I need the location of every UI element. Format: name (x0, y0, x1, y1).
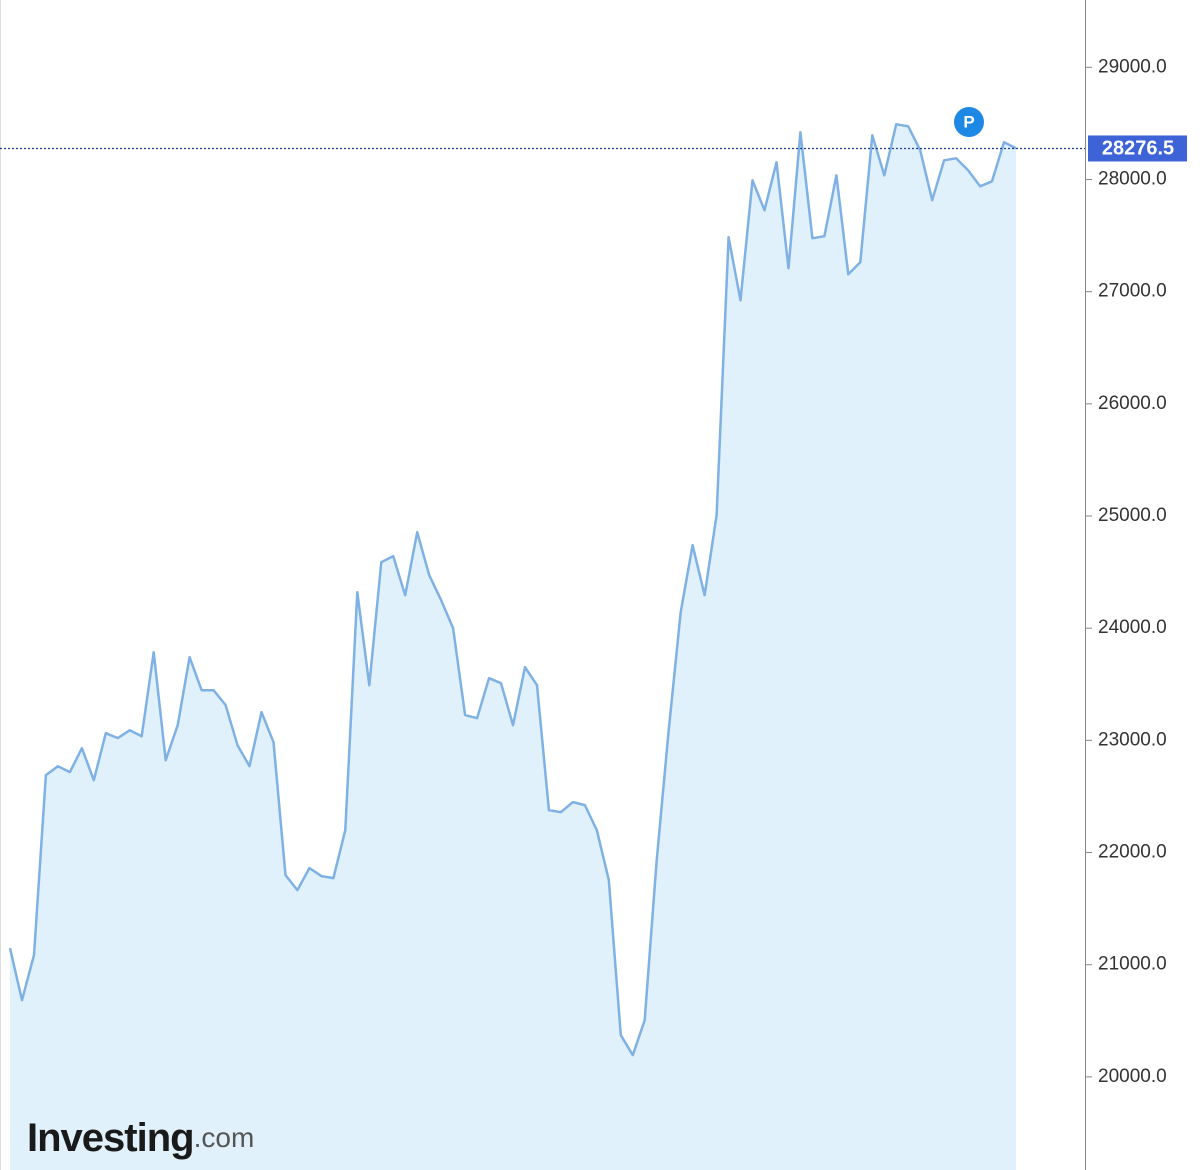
y-tick-label: 24000.0 (1098, 617, 1167, 638)
y-tick-label: 27000.0 (1098, 281, 1167, 302)
y-tick-label: 28000.0 (1098, 168, 1167, 189)
logo-suffix: .com (194, 1122, 255, 1153)
area-fill (10, 124, 1016, 1170)
y-tick-label: 29000.0 (1098, 56, 1167, 77)
marker-label: P (963, 112, 974, 131)
logo-name: Investing (27, 1116, 194, 1160)
y-tick-label: 25000.0 (1098, 505, 1167, 526)
last-price-box (1088, 135, 1187, 162)
marker-icon (954, 107, 984, 137)
y-tick-label: 26000.0 (1098, 393, 1167, 414)
price-line (8, 123, 1017, 1057)
y-tick-label: 21000.0 (1098, 954, 1167, 975)
logo: Investing.com (27, 1116, 254, 1160)
y-tick-label: 23000.0 (1098, 729, 1167, 750)
y-tick-label: 20000.0 (1098, 1066, 1167, 1087)
y-tick-label: 22000.0 (1098, 842, 1167, 863)
last-price-label: 28276.5 (1102, 138, 1174, 160)
